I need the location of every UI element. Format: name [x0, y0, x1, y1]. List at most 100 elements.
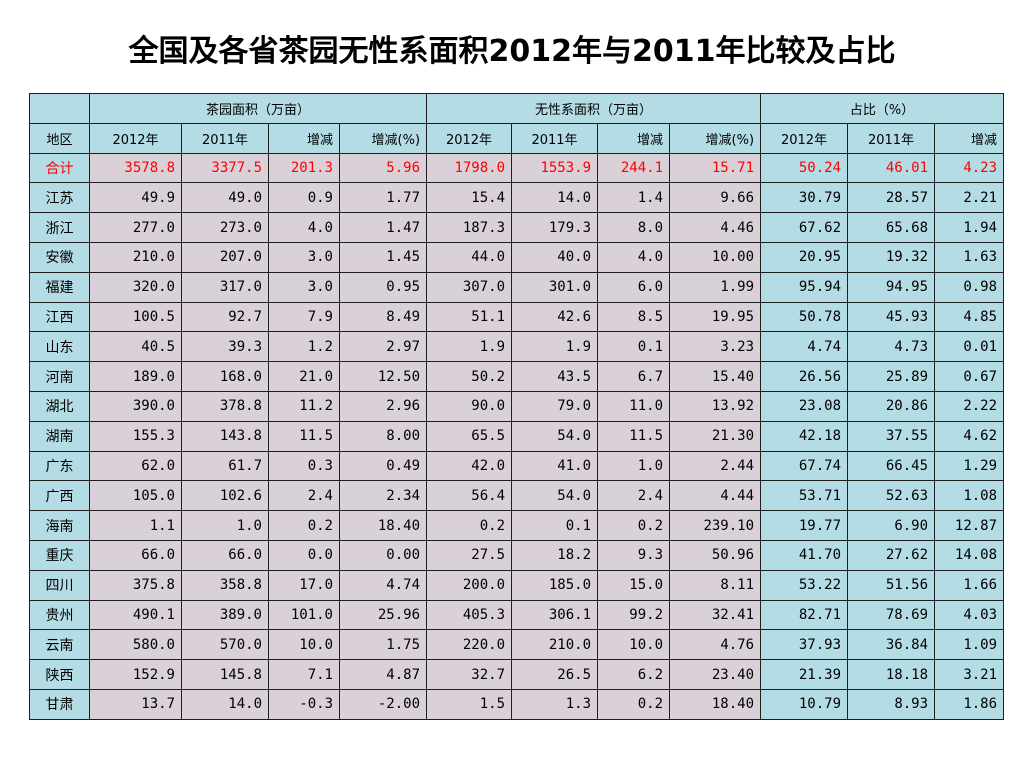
value-cell: 27.62: [847, 539, 936, 571]
value-cell: 273.0: [181, 212, 269, 243]
value-cell: 2.21: [934, 182, 1005, 214]
value-cell: 105.0: [89, 480, 182, 512]
group-header-row: 茶园面积（万亩） 无性系面积（万亩） 占比（%）: [29, 93, 1005, 124]
value-cell: 3.21: [934, 659, 1005, 690]
value-cell: 0.1: [511, 510, 599, 541]
value-cell: 9.66: [669, 182, 762, 214]
value-cell: 2.97: [338, 331, 428, 363]
value-cell: 9.3: [597, 539, 671, 571]
value-cell: 0.67: [934, 361, 1005, 392]
value-cell: 14.08: [934, 539, 1005, 571]
value-cell: 42.6: [511, 301, 599, 333]
value-cell: 11.5: [268, 420, 340, 452]
value-cell: 49.9: [89, 182, 182, 214]
value-cell: 20.86: [847, 390, 936, 422]
value-cell: 1.66: [934, 569, 1005, 601]
value-cell: 21.0: [268, 361, 340, 392]
value-cell: 6.2: [597, 659, 671, 690]
value-cell: 3.23: [669, 331, 762, 363]
value-cell: 390.0: [89, 390, 182, 422]
value-cell: 90.0: [426, 390, 513, 422]
value-cell: 37.93: [760, 629, 849, 661]
value-cell: 79.0: [511, 390, 599, 422]
value-cell: 1.86: [934, 688, 1005, 720]
value-cell: 3.0: [268, 241, 340, 273]
value-cell: 49.0: [181, 182, 269, 214]
value-cell: 210.0: [89, 241, 182, 273]
value-cell: 41.0: [511, 450, 599, 482]
value-cell: 44.0: [426, 241, 513, 273]
value-cell: 11.2: [268, 390, 340, 422]
value-cell: 46.01: [847, 152, 936, 184]
value-cell: 52.63: [847, 480, 936, 512]
value-cell: 1.09: [934, 629, 1005, 661]
table-row: 福建 320.0 317.0 3.0 0.95 307.0 301.0 6.0 1.99 95.9…: [29, 271, 1005, 303]
value-cell: 187.3: [426, 212, 513, 243]
region-cell: 云南: [29, 629, 90, 661]
value-cell: 92.7: [181, 301, 269, 333]
value-cell: 15.71: [669, 152, 762, 184]
value-cell: 301.0: [511, 271, 599, 303]
value-cell: 14.0: [181, 688, 269, 720]
value-cell: 4.0: [268, 212, 340, 243]
value-cell: 19.32: [847, 241, 936, 273]
table-row: 山东 40.5 39.3 1.2 2.97 1.9 1.9 0.1 3.23 4.74 4.73 0.…: [29, 331, 1005, 363]
column-header: 地区: [29, 122, 90, 154]
value-cell: 378.8: [181, 390, 269, 422]
table-body: 合计 3578.8 3377.5 201.3 5.96 1798.0 1553.9 244.1…: [29, 152, 1005, 720]
value-cell: 66.0: [89, 539, 182, 571]
value-cell: 100.5: [89, 301, 182, 333]
value-cell: -0.3: [268, 688, 340, 720]
value-cell: 23.40: [669, 659, 762, 690]
value-cell: 2.4: [597, 480, 671, 512]
value-cell: 12.50: [338, 361, 428, 392]
value-cell: 78.69: [847, 599, 936, 631]
value-cell: -2.00: [338, 688, 428, 720]
value-cell: 5.96: [338, 152, 428, 184]
value-cell: 37.55: [847, 420, 936, 452]
table-row: 甘肃 13.7 14.0 -0.3 -2.00 1.5 1.3 0.2 18.40 10.79 8.…: [29, 688, 1005, 720]
region-cell: 甘肃: [29, 688, 90, 720]
table-row: 广东 62.0 61.7 0.3 0.49 42.0 41.0 1.0 2.44 67.74 66.…: [29, 450, 1005, 482]
value-cell: 42.18: [760, 420, 849, 452]
value-cell: 168.0: [181, 361, 269, 392]
table-row: 河南 189.0 168.0 21.0 12.50 50.2 43.5 6.7 15.40 26.…: [29, 361, 1005, 392]
value-cell: 1.77: [338, 182, 428, 214]
value-cell: 6.7: [597, 361, 671, 392]
value-cell: 152.9: [89, 659, 182, 690]
value-cell: 19.95: [669, 301, 762, 333]
value-cell: 307.0: [426, 271, 513, 303]
value-cell: 101.0: [268, 599, 340, 631]
column-header-row: 地区 2012年 2011年 增减 增减(%) 2012年 2011年 增减 增减(%) 2012…: [29, 122, 1005, 154]
value-cell: 99.2: [597, 599, 671, 631]
value-cell: 6.0: [597, 271, 671, 303]
column-header: 增减: [597, 122, 671, 154]
column-header: 2012年: [89, 122, 182, 154]
value-cell: 65.5: [426, 420, 513, 452]
value-cell: 4.74: [760, 331, 849, 363]
region-cell: 安徽: [29, 241, 90, 273]
value-cell: 53.22: [760, 569, 849, 601]
value-cell: 1.63: [934, 241, 1005, 273]
value-cell: 1.4: [597, 182, 671, 214]
value-cell: 6.90: [847, 510, 936, 541]
value-cell: 4.23: [934, 152, 1005, 184]
value-cell: 26.56: [760, 361, 849, 392]
value-cell: 8.5: [597, 301, 671, 333]
value-cell: 375.8: [89, 569, 182, 601]
value-cell: 0.2: [597, 510, 671, 541]
value-cell: 11.5: [597, 420, 671, 452]
value-cell: 3377.5: [181, 152, 269, 184]
value-cell: 3.0: [268, 271, 340, 303]
value-cell: 67.62: [760, 212, 849, 243]
value-cell: 1.1: [89, 510, 182, 541]
value-cell: 8.93: [847, 688, 936, 720]
table-row: 湖南 155.3 143.8 11.5 8.00 65.5 54.0 11.5 21.30 42.…: [29, 420, 1005, 452]
value-cell: 0.01: [934, 331, 1005, 363]
table-row: 江西 100.5 92.7 7.9 8.49 51.1 42.6 8.5 19.95 50.78 4…: [29, 301, 1005, 333]
value-cell: 277.0: [89, 212, 182, 243]
value-cell: 50.78: [760, 301, 849, 333]
value-cell: 66.45: [847, 450, 936, 482]
value-cell: 12.87: [934, 510, 1005, 541]
value-cell: 10.0: [268, 629, 340, 661]
